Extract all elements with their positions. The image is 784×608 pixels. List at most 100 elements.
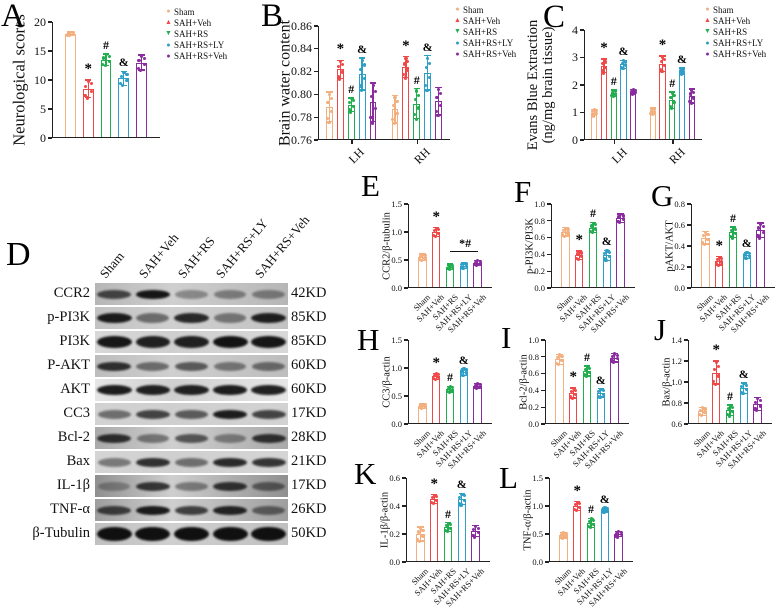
scatter-dot [742, 256, 746, 260]
y-tick [687, 266, 691, 268]
y-tick [580, 29, 584, 31]
y-tick-label: 0.4 [528, 385, 539, 396]
y-tick-label: 0.8 [674, 198, 685, 209]
bar-sah-rs-ly [118, 78, 130, 137]
legend-marker-icon: ▼ [454, 27, 461, 36]
scatter-dot [605, 508, 609, 513]
y-tick-label: 1 [572, 105, 578, 120]
significance-mark: * [402, 37, 410, 54]
scatter-dot [447, 390, 451, 394]
blot-protein-label: Bax [66, 452, 90, 469]
blot-size-label: 17KD [291, 404, 327, 421]
scatter-dot [327, 92, 332, 96]
scatter-dot [125, 78, 129, 82]
scatter-dot [143, 63, 147, 67]
scatter-dot [420, 259, 424, 263]
scatter-dot [573, 503, 577, 507]
scatter-dot [588, 229, 593, 233]
group-label: RH [410, 145, 433, 167]
scatter-dot [338, 77, 342, 81]
scatter-dot [611, 354, 615, 358]
scatter-dot [659, 59, 663, 63]
error-bar [447, 522, 449, 532]
protein-band [136, 313, 170, 323]
protein-band [98, 481, 131, 491]
significance-mark: * [658, 36, 667, 53]
blot-protein-label: p-PI3K [47, 308, 90, 325]
panel-letter-J: J [654, 312, 667, 347]
scatter-dot [125, 72, 129, 76]
scatter-dot [462, 494, 466, 498]
scatter-dot [701, 406, 705, 410]
error-bar [671, 91, 673, 109]
y-tick-label: 0.2 [389, 528, 400, 539]
scatter-dot [555, 361, 559, 365]
plot-area-B [318, 26, 450, 140]
error-bar [87, 80, 89, 98]
scatter-dot [478, 384, 482, 389]
plot-area-G [691, 204, 775, 288]
scatter-dot [758, 236, 762, 240]
scatter-dot [712, 367, 716, 371]
error-bar [701, 407, 704, 416]
significance-mark: # [103, 37, 109, 52]
scatter-dot [475, 263, 479, 267]
scatter-dot [700, 414, 704, 418]
scatter-dot [326, 100, 330, 105]
protein-band [212, 505, 248, 515]
protein-band [135, 481, 170, 491]
protein-band [213, 433, 247, 443]
blot-strip-6 [95, 403, 288, 425]
scatter-dot [689, 101, 693, 105]
significance-mark: * [84, 61, 93, 77]
protein-band [174, 385, 209, 395]
scatter-dot [122, 70, 126, 74]
scatter-dot [101, 56, 106, 60]
protein-band [135, 457, 171, 467]
y-tick [547, 253, 551, 256]
scatter-dot [747, 254, 751, 258]
y-tick-label: 0.4 [534, 249, 545, 260]
scatter-dot [433, 235, 438, 239]
error-bar [743, 383, 745, 394]
blot-strip-4 [95, 355, 288, 377]
scatter-dot [756, 234, 760, 238]
scatter-dot [591, 109, 595, 114]
scatter-dot [585, 365, 589, 369]
error-bar-cap [413, 88, 420, 90]
blot-strip-10 [95, 499, 288, 521]
scatter-dot [437, 375, 441, 379]
scatter-dot [578, 501, 582, 506]
scatter-dot [340, 62, 344, 66]
scatter-dot [747, 252, 751, 256]
scatter-dot [574, 392, 578, 396]
scatter-dot [446, 521, 450, 526]
y-tick [684, 339, 688, 341]
scatter-dot [582, 373, 587, 377]
scatter-dot [670, 107, 674, 111]
scatter-dot [413, 97, 417, 101]
scatter-dot [691, 96, 696, 100]
blot-size-label: 17KD [291, 476, 327, 493]
x-tick [613, 140, 616, 144]
protein-band [251, 385, 286, 395]
y-tick-label: 0.8 [534, 215, 545, 226]
scatter-dot [416, 537, 420, 541]
scatter-dot [426, 56, 430, 60]
blot-protein-label: TNF-α [50, 500, 90, 517]
group-label: LH [608, 145, 630, 167]
scatter-dot [588, 525, 592, 530]
scatter-dot [716, 263, 721, 267]
scatter-dot [591, 518, 596, 522]
scatter-dot [756, 397, 760, 401]
error-bar [619, 214, 622, 223]
scatter-dot [448, 523, 453, 527]
bar-sham [555, 359, 564, 423]
scatter-dot [621, 214, 625, 218]
y-tick [684, 360, 688, 362]
scatter-dot [701, 234, 706, 238]
y-tick [684, 423, 688, 425]
y-tick [541, 339, 545, 341]
scatter-dot [84, 84, 88, 88]
error-bar [756, 397, 759, 411]
